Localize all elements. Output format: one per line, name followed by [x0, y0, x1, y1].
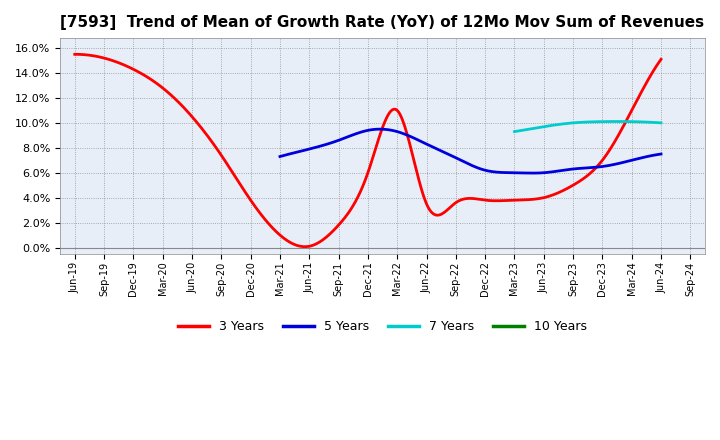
Title: [7593]  Trend of Mean of Growth Rate (YoY) of 12Mo Mov Sum of Revenues: [7593] Trend of Mean of Growth Rate (YoY…	[60, 15, 705, 30]
Legend: 3 Years, 5 Years, 7 Years, 10 Years: 3 Years, 5 Years, 7 Years, 10 Years	[173, 315, 593, 338]
